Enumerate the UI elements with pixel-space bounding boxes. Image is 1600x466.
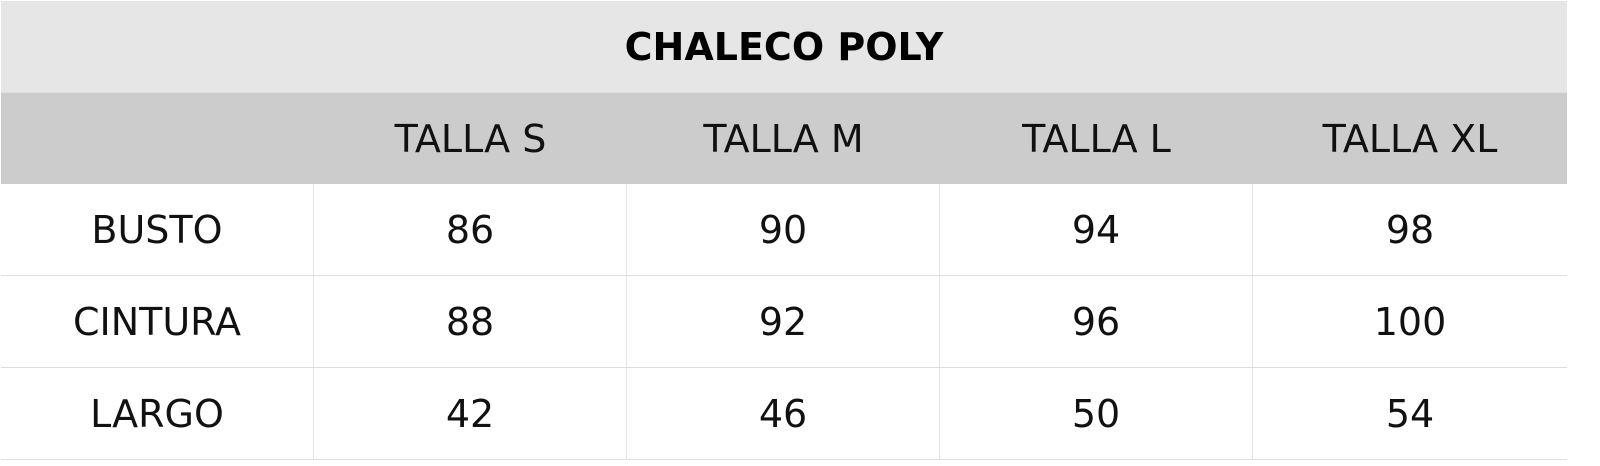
table-cell: 50 <box>940 368 1253 459</box>
table-cell: 100 <box>1373 299 1447 344</box>
header-row: TALLA S TALLA M TALLA L TALLA XL <box>1 93 1567 184</box>
row-label: BUSTO <box>1 184 314 275</box>
table-cell: 46 <box>627 368 940 459</box>
table-cell: 92 <box>627 276 940 367</box>
table-row: BUSTO 86 90 94 98 <box>1 184 1567 276</box>
table-row: LARGO 42 46 50 54 <box>1 368 1567 460</box>
header-cell-m: TALLA M <box>703 116 864 161</box>
row-label: LARGO <box>1 368 314 459</box>
header-cell-s: TALLA S <box>394 116 547 161</box>
table-cell: 94 <box>940 184 1253 275</box>
table-title: CHALECO POLY <box>1 1 1567 93</box>
table-row: CINTURA 88 92 96 100 <box>1 276 1567 368</box>
table-cell: 42 <box>314 368 627 459</box>
table-cell: 90 <box>627 184 940 275</box>
header-cell-empty <box>1 93 314 184</box>
row-label: CINTURA <box>1 276 314 367</box>
table-cell: 96 <box>940 276 1253 367</box>
header-cell-l: TALLA L <box>1022 116 1171 161</box>
header-cell-xl: TALLA XL <box>1322 116 1498 161</box>
table-cell: 86 <box>314 184 627 275</box>
table-cell: 54 <box>1385 391 1435 436</box>
table-cell: 98 <box>1385 207 1435 252</box>
size-chart-table: CHALECO POLY TALLA S TALLA M TALLA L TAL… <box>1 1 1567 460</box>
table-cell: 88 <box>314 276 627 367</box>
